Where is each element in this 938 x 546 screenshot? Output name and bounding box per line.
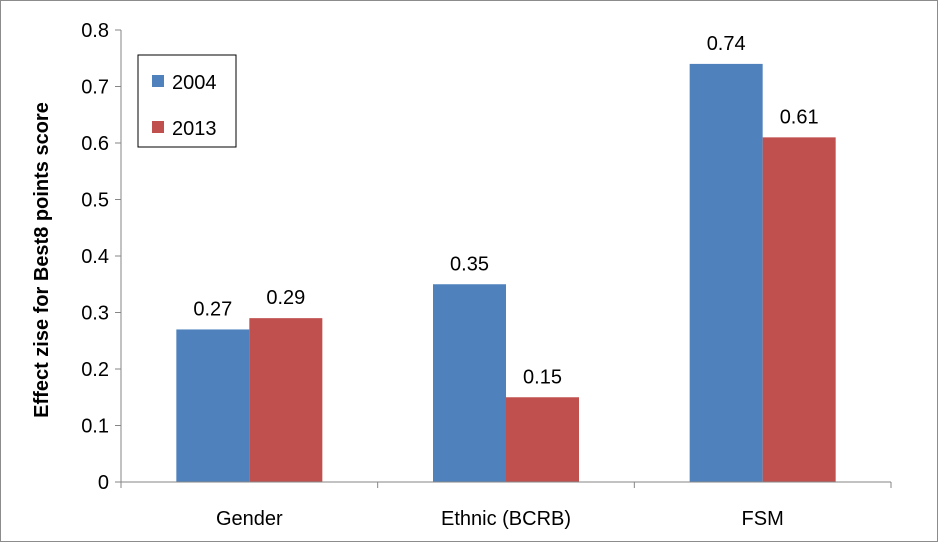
data-labels: 0.27 0.35 0.74 0.29 0.15 0.61 — [193, 33, 818, 388]
legend-label-2004: 2004 — [172, 72, 217, 94]
data-label-2013: 0.29 — [266, 287, 305, 309]
bar-2013 — [762, 137, 836, 482]
data-label-2013: 0.61 — [780, 106, 819, 128]
legend-swatch-2013 — [152, 121, 164, 133]
y-tick-label: 0.8 — [81, 20, 109, 42]
y-tick-label: 0.6 — [81, 133, 109, 155]
x-tick-label: Gender — [216, 508, 283, 530]
data-label-2013: 0.15 — [523, 366, 562, 388]
y-tick-label: 0.4 — [81, 246, 109, 268]
legend: 2004 2013 — [137, 54, 237, 148]
bar-2004 — [176, 329, 250, 482]
bar-2013 — [249, 318, 323, 482]
x-axis: Gender Ethnic (BCRB) FSM — [120, 481, 892, 530]
legend-swatch-2004 — [152, 75, 164, 87]
y-axis-title: Effect zise for Best8 points score — [31, 102, 53, 418]
y-axis-ticks: 0 0.1 0.2 0.3 0.4 0.5 0.6 0.7 0.8 — [81, 20, 122, 494]
legend-label-2013: 2013 — [172, 118, 217, 140]
y-tick-label: 0.2 — [81, 359, 109, 381]
bar-2013 — [506, 397, 579, 482]
data-label-2004: 0.35 — [450, 253, 489, 275]
y-tick-label: 0.7 — [81, 77, 109, 99]
data-label-2004: 0.27 — [193, 298, 232, 320]
bar-2004 — [689, 63, 763, 483]
x-tick-label: Ethnic (BCRB) — [441, 508, 571, 530]
y-tick-label: 0.5 — [81, 190, 109, 212]
data-label-2004: 0.74 — [707, 33, 746, 55]
bars — [176, 63, 836, 483]
y-tick-label: 0.3 — [81, 303, 109, 325]
y-tick-label: 0 — [98, 472, 109, 494]
bar-2004 — [433, 284, 506, 482]
x-tick-label: FSM — [742, 508, 784, 530]
y-tick-label: 0.1 — [81, 416, 109, 438]
